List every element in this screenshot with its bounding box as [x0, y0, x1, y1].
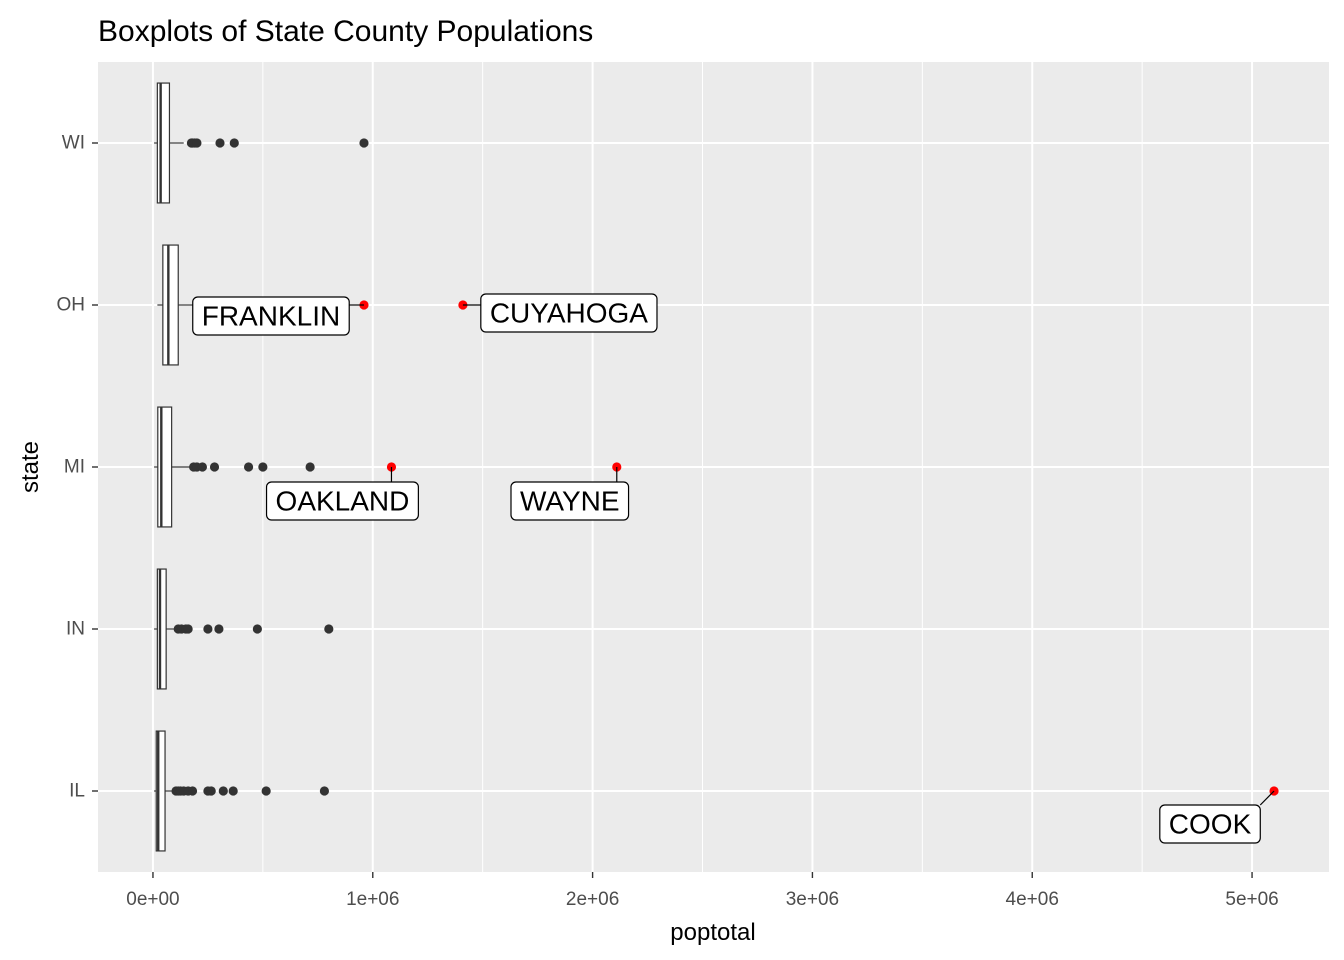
outlier-point [215, 138, 225, 148]
outlier-point [183, 624, 193, 634]
outlier-point [359, 138, 369, 148]
chart-title: Boxplots of State County Populations [98, 15, 593, 48]
x-tick-label: 0e+00 [126, 889, 179, 910]
outlier-point [187, 786, 198, 796]
label-franklin: FRANKLIN [192, 296, 364, 336]
county-label-box [192, 296, 350, 336]
box-iqr [156, 82, 171, 204]
outlier-point [203, 624, 213, 634]
boxplots [154, 82, 193, 852]
y-tick-label: OH [57, 295, 86, 316]
box-MI [154, 406, 191, 528]
x-tick-label: 5e+06 [1225, 889, 1278, 910]
x-axis-title: poptotal [670, 919, 755, 946]
label-cook: COOK [1159, 790, 1275, 844]
outlier-point [209, 462, 220, 472]
county-label-box [265, 481, 419, 521]
x-tick-label: 3e+06 [786, 889, 839, 910]
y-tick-label: IN [66, 619, 85, 640]
outlier-points [171, 138, 369, 796]
gridlines [98, 62, 1329, 872]
county-labels: COOK OAKLAND WAYNE FRANKLIN CUYAHOGA [192, 293, 1275, 844]
outlier-point [261, 786, 271, 796]
label-cuyahoga: CUYAHOGA [462, 293, 658, 333]
outlier-point [305, 462, 315, 472]
axes: 0e+00 1e+06 2e+06 3e+06 4e+06 5e+06 IL IN MI OH WI [57, 133, 1279, 911]
outlier-point [228, 786, 238, 796]
y-tick-label: WI [62, 133, 85, 154]
county-label-text: CUYAHOGA [490, 298, 648, 329]
box-iqr [156, 568, 167, 690]
label-connector [1259, 790, 1275, 806]
outlier-point [319, 786, 330, 796]
outlier-point [243, 462, 254, 472]
outlier-point [258, 462, 268, 472]
county-label-box [510, 481, 630, 521]
county-label-text: COOK [1169, 809, 1252, 840]
label-wayne: WAYNE [510, 467, 630, 521]
county-label-text: FRANKLIN [202, 301, 340, 332]
label-oakland: OAKLAND [265, 467, 419, 521]
outlier-point [324, 624, 334, 634]
box-OH [157, 244, 193, 366]
outlier-point [229, 138, 239, 148]
county-label-text: WAYNE [520, 486, 620, 517]
outlier-point [252, 624, 262, 634]
county-label-box [1159, 804, 1261, 844]
box-IN [154, 568, 175, 690]
box-WI [154, 82, 184, 204]
x-tick-label: 2e+06 [566, 889, 619, 910]
county-label-text: OAKLAND [276, 486, 410, 517]
outlier-point [214, 624, 224, 634]
box-iqr [162, 244, 179, 366]
box-iqr [155, 730, 166, 852]
y-tick-label: IL [69, 781, 85, 802]
outlier-point [197, 462, 208, 472]
box-IL [154, 730, 174, 852]
y-tick-label: MI [64, 457, 85, 478]
outlier-point [206, 786, 216, 796]
y-axis-title: state [17, 441, 44, 493]
county-label-box [480, 293, 658, 333]
x-tick-label: 4e+06 [1006, 889, 1059, 910]
outlier-point [218, 786, 228, 796]
box-iqr [157, 406, 173, 528]
outlier-point [192, 138, 202, 148]
x-tick-label: 1e+06 [346, 889, 399, 910]
